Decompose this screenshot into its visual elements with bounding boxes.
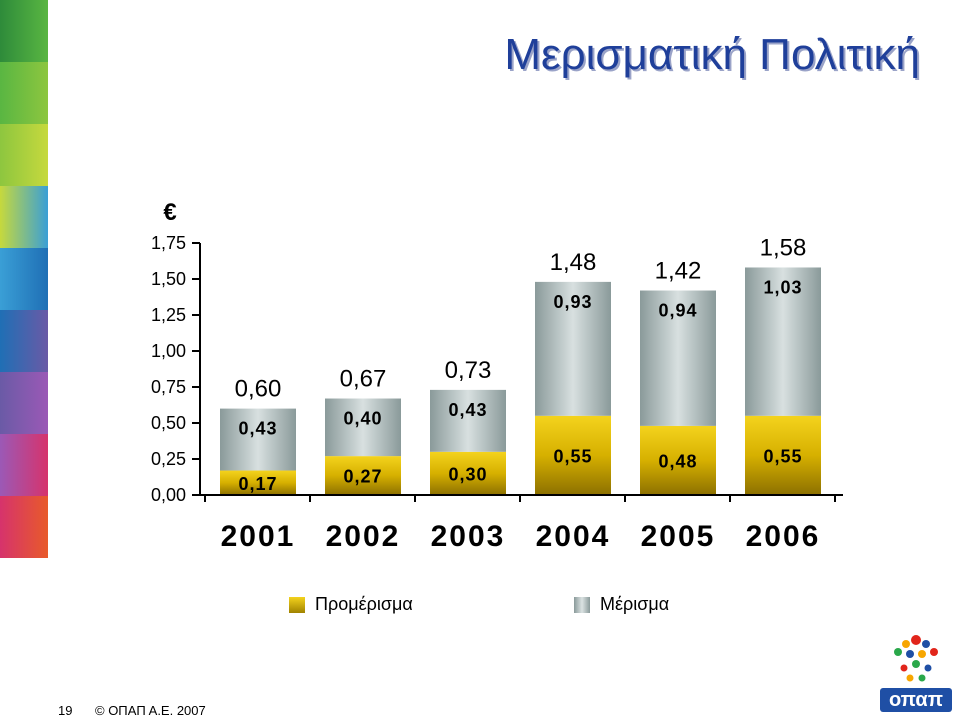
legend-item-dividend: Μέρισμα	[574, 594, 669, 615]
stripe-segment	[0, 434, 48, 496]
bars: 0,17 0,43 0,60 0,27 0,40 0,67 0,30 0,43 0,73 0,55…	[220, 234, 821, 495]
legend-item-interim-dividend: Προμέρισμα	[289, 594, 413, 615]
data-label-total: 1,42	[655, 258, 702, 285]
logo-figure-icon	[894, 635, 938, 682]
logo-text: οπαπ	[880, 688, 952, 712]
data-label-dividend: 0,93	[553, 292, 592, 312]
bar-segment-dividend	[745, 267, 821, 416]
stripe-segment	[0, 310, 48, 372]
data-label-dividend: 1,03	[763, 277, 802, 297]
data-label-total: 0,60	[235, 376, 282, 403]
data-label-interim: 0,17	[238, 474, 277, 494]
legend-label-dividend: Μέρισμα	[600, 594, 670, 614]
y-tick-label: 1,00	[151, 341, 186, 361]
page-number: 19	[58, 703, 73, 718]
stripe-segment	[0, 0, 48, 62]
stripe-segment	[0, 124, 48, 186]
x-category-label: 2002	[326, 520, 401, 553]
data-label-interim: 0,55	[763, 446, 802, 466]
bar-segment-interim	[745, 415, 821, 495]
x-category-label: 2001	[221, 520, 296, 553]
bar-segment-dividend	[535, 281, 611, 416]
bar-segment-dividend	[220, 408, 296, 471]
x-category-label: 2003	[431, 520, 506, 553]
data-label-interim: 0,27	[343, 467, 382, 487]
y-tick-label: 0,25	[151, 449, 186, 469]
y-tick-label: 0,00	[151, 485, 186, 505]
bar-segment-interim	[430, 451, 506, 495]
y-tick-label: 0,75	[151, 377, 186, 397]
y-tick-label: 1,50	[151, 269, 186, 289]
data-label-total: 0,67	[340, 366, 387, 393]
decorative-color-stripe	[0, 0, 48, 558]
bar-segment-interim	[325, 456, 401, 495]
data-label-interim: 0,55	[553, 446, 592, 466]
y-tick-label: 1,25	[151, 305, 186, 325]
data-label-dividend: 0,94	[658, 301, 697, 321]
data-label-total: 1,58	[760, 234, 807, 261]
copyright-text: © ΟΠΑΠ Α.Ε. 2007	[95, 703, 206, 718]
opap-logo: οπαπ	[880, 632, 952, 716]
data-label-dividend: 0,43	[238, 419, 277, 439]
stripe-segment	[0, 62, 48, 124]
y-axis: 0,00 0,25 0,50 0,75 1,00 1,25 1,50 1,75	[151, 233, 201, 505]
bar-segment-interim	[535, 415, 611, 495]
x-category-label: 2005	[641, 520, 716, 553]
bar-segment-dividend	[640, 290, 716, 426]
stripe-segment	[0, 248, 48, 310]
data-label-total: 0,73	[445, 357, 492, 384]
data-label-total: 1,48	[550, 249, 597, 276]
data-label-dividend: 0,40	[343, 409, 382, 429]
y-tick-label: 0,50	[151, 413, 186, 433]
bar-segment-interim	[220, 470, 296, 495]
data-label-interim: 0,48	[658, 451, 697, 471]
page-title: Μερισματική Πολιτική	[504, 30, 920, 79]
currency-symbol: €	[163, 199, 176, 226]
y-tick-label: 1,75	[151, 233, 186, 253]
data-label-dividend: 0,43	[448, 400, 487, 420]
legend-swatch-interim	[289, 596, 305, 613]
x-category-label: 2004	[536, 520, 611, 553]
x-axis: 2001 2002 2003 2004 2005 2006	[200, 494, 843, 553]
bar-segment-dividend	[430, 389, 506, 452]
legend-label-interim: Προμέρισμα	[315, 594, 413, 614]
x-category-label: 2006	[746, 520, 821, 553]
stripe-segment	[0, 496, 48, 558]
bar-segment-interim	[640, 425, 716, 495]
stripe-segment	[0, 186, 48, 248]
legend-swatch-dividend	[574, 596, 590, 613]
stripe-segment	[0, 372, 48, 434]
bar-segment-dividend	[325, 398, 401, 457]
data-label-interim: 0,30	[448, 464, 487, 484]
